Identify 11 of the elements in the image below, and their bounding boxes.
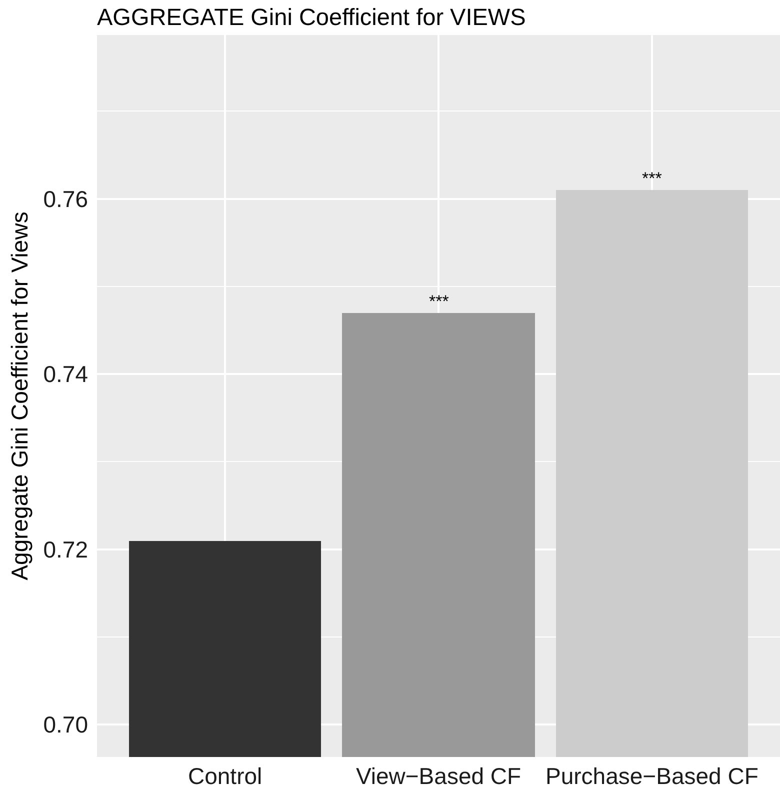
annotation: *** xyxy=(642,169,662,188)
x-tick-label: Purchase−Based CF xyxy=(546,763,758,787)
y-axis-title: Aggregate Gini Coefficient for Views xyxy=(6,212,33,580)
annotation: *** xyxy=(429,292,450,311)
y-tick-label: 0.74 xyxy=(43,361,88,388)
chart-title: AGGREGATE Gini Coefficient for VIEWS xyxy=(97,4,526,30)
y-tick-label: 0.70 xyxy=(43,712,88,738)
y-tick-label: 0.76 xyxy=(43,186,88,212)
x-tick-label: View−Based CF xyxy=(356,763,522,787)
x-tick-label: Control xyxy=(188,763,262,787)
y-tick-label: 0.72 xyxy=(43,536,88,562)
